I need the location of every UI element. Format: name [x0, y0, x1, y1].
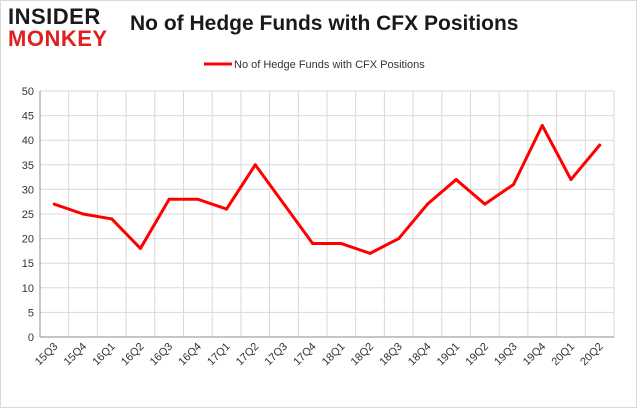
x-tick-label: 16Q3 — [148, 341, 176, 369]
y-tick-label: 50 — [22, 86, 34, 98]
x-tick-label: 18Q4 — [406, 341, 434, 369]
data-point — [569, 178, 573, 182]
x-tick-labels: 15Q3 15Q4 16Q1 16Q2 16Q3 16Q4 17Q1 17Q2 17Q3 17Q4… — [33, 341, 606, 369]
data-point — [282, 202, 286, 206]
y-tick-label: 20 — [22, 234, 34, 246]
insider-monkey-logo: INSIDER MONKEY — [8, 6, 116, 52]
data-point — [368, 251, 372, 255]
y-tick-label: 25 — [22, 209, 34, 221]
series-layer — [52, 123, 602, 255]
legend: No of Hedge Funds with CFX Positions — [204, 59, 425, 71]
y-tick-label: 0 — [28, 332, 34, 344]
series-line — [52, 123, 602, 255]
chart-title: No of Hedge Funds with CFX Positions — [130, 12, 519, 35]
gridlines — [39, 90, 615, 338]
logo-line1: INSIDER — [8, 4, 101, 29]
y-tick-label: 30 — [22, 184, 34, 196]
data-point — [425, 202, 429, 206]
data-point — [397, 237, 401, 241]
data-point — [454, 178, 458, 182]
data-point — [311, 242, 315, 246]
x-tick-label: 16Q4 — [176, 341, 204, 369]
x-tick-label: 19Q3 — [492, 341, 520, 369]
data-point — [196, 197, 200, 201]
x-tick-label: 19Q4 — [521, 341, 549, 369]
data-point — [598, 143, 602, 147]
x-tick-label: 20Q1 — [550, 341, 578, 369]
y-tick-labels: 0 5 10 15 20 25 30 35 40 45 50 — [22, 86, 34, 344]
x-tick-label: 18Q1 — [320, 341, 348, 369]
x-tick-label: 17Q1 — [205, 341, 233, 369]
data-point — [512, 182, 516, 186]
x-tick-label: 15Q4 — [62, 341, 90, 369]
legend-label: No of Hedge Funds with CFX Positions — [234, 59, 425, 71]
y-tick-label: 5 — [28, 307, 34, 319]
data-point — [339, 242, 343, 246]
y-tick-label: 40 — [22, 135, 34, 147]
y-tick-label: 10 — [22, 283, 34, 295]
data-point — [52, 202, 56, 206]
data-point — [138, 246, 142, 250]
x-tick-label: 20Q2 — [578, 341, 606, 369]
x-tick-label: 17Q3 — [263, 341, 291, 369]
data-point — [167, 197, 171, 201]
x-tick-label: 17Q2 — [234, 341, 262, 369]
x-tick-label: 18Q2 — [349, 341, 377, 369]
x-tick-label: 17Q4 — [291, 341, 319, 369]
logo-line2: MONKEY — [8, 26, 108, 51]
data-point — [81, 212, 85, 216]
x-tick-label: 15Q3 — [33, 341, 61, 369]
x-tick-label: 16Q1 — [90, 341, 118, 369]
data-point — [225, 207, 229, 211]
data-point — [540, 123, 544, 127]
data-point — [483, 202, 487, 206]
y-tick-label: 15 — [22, 258, 34, 270]
y-tick-label: 45 — [22, 111, 34, 123]
x-tick-label: 18Q3 — [377, 341, 405, 369]
data-point — [110, 217, 114, 221]
x-tick-label: 19Q2 — [463, 341, 491, 369]
data-point — [253, 163, 257, 167]
x-tick-label: 19Q1 — [435, 341, 463, 369]
axes — [39, 91, 614, 338]
x-tick-label: 16Q2 — [119, 341, 147, 369]
y-tick-label: 35 — [22, 160, 34, 172]
